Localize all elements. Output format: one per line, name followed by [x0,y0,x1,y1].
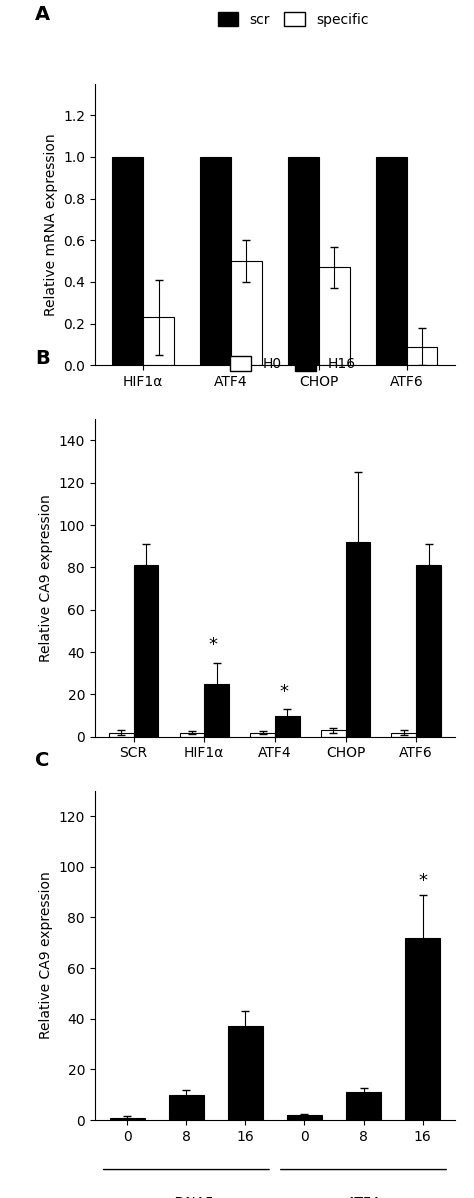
Bar [321,731,346,737]
Bar [275,715,300,737]
Text: *: * [279,683,288,701]
Text: *: * [209,636,218,654]
Bar [392,732,416,737]
Bar [288,157,319,365]
Y-axis label: Relative mRNA expression: Relative mRNA expression [44,133,57,316]
Text: *: * [418,871,427,889]
Bar [112,157,143,365]
Bar [134,565,158,737]
Bar [346,1093,381,1120]
Bar [287,1115,322,1120]
Bar [376,157,407,365]
Bar [346,541,370,737]
Text: B: B [36,350,50,369]
Bar [200,157,231,365]
Bar [109,1118,145,1120]
Y-axis label: Relative CA9 expression: Relative CA9 expression [39,871,53,1040]
Bar [405,938,440,1120]
Bar [109,732,134,737]
Bar [180,732,204,737]
Bar [204,684,229,737]
Legend: scr, specific: scr, specific [218,12,368,26]
Bar [169,1095,204,1120]
Text: pcDNA5: pcDNA5 [158,1196,214,1198]
Bar [143,317,174,365]
Bar [250,732,275,737]
Bar [407,346,438,365]
Text: ATF4: ATF4 [346,1196,380,1198]
Bar [231,261,262,365]
Bar [319,267,350,365]
Bar [416,565,441,737]
Text: C: C [36,751,50,770]
Text: A: A [36,5,51,24]
Bar [228,1027,263,1120]
Y-axis label: Relative CA9 expression: Relative CA9 expression [39,494,53,662]
Legend: H0, H16: H0, H16 [230,356,356,371]
